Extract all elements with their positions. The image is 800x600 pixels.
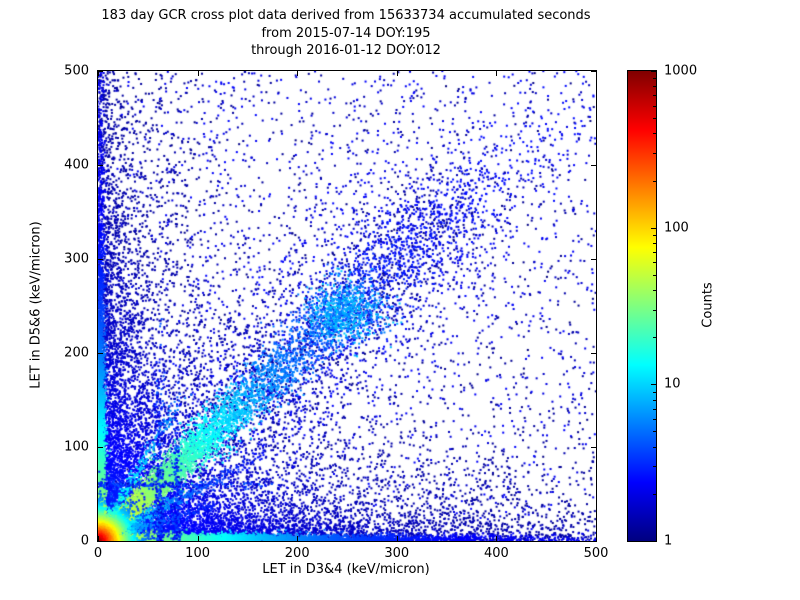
density-scatter-canvas [98,71,596,541]
y-tick-label: 100 [64,439,89,455]
colorbar-major-tick [651,71,656,72]
colorbar-major-tick [651,541,656,542]
colorbar-minor-tick [653,234,656,236]
y-tick-label: 200 [64,345,89,361]
y-major-tick [98,165,103,166]
y-tick-label: 400 [64,157,89,173]
colorbar-minor-tick [653,180,656,182]
x-major-tick [496,536,498,541]
colorbar-minor-tick [653,419,656,421]
plot-area: 0 100 200 300 400 500 0 100 200 300 400 500 [64,64,608,562]
x-major-tick-top [496,71,498,76]
colorbar-minor-tick [653,399,656,401]
x-tick-label: 200 [284,546,310,561]
colorbar-major-tick [651,384,656,386]
colorbar-minor-tick [653,105,656,107]
colorbar-minor-tick [653,118,656,120]
y-major-tick [98,353,103,354]
y-axis-label: LET in D5&6 (keV/micron) [28,221,44,389]
y-major-tick [98,259,103,260]
x-major-tick [396,536,398,541]
colorbar-label: Counts [700,282,716,328]
y-major-tick-right [591,447,596,448]
y-major-tick [98,71,103,72]
x-major-tick [596,536,597,541]
colorbar-minor-tick [653,95,656,97]
x-major-tick [98,536,99,541]
colorbar-minor-tick [653,274,656,276]
x-major-tick-top [197,71,199,76]
colorbar: 1000 100 10 1 [627,64,697,549]
y-major-tick-right [591,165,596,166]
chart-title-line-2: from 2015-07-14 DOY:195 [261,26,431,41]
x-major-tick-top [98,71,99,76]
x-tick-label: 400 [483,546,509,561]
x-major-tick [197,536,199,541]
x-tick-label: 0 [93,546,103,561]
colorbar-minor-tick [653,78,656,80]
y-major-tick-right [591,353,596,354]
colorbar-tick-label: 1 [664,533,673,549]
x-major-tick [297,536,299,541]
colorbar-minor-tick [653,446,656,448]
x-tick-label: 100 [185,546,211,561]
y-tick-label: 500 [64,63,89,79]
colorbar-minor-tick [653,251,656,253]
y-major-tick-right [591,541,596,542]
y-major-tick [98,541,103,542]
y-tick-label: 300 [64,251,89,267]
colorbar-minor-tick [653,242,656,244]
colorbar-minor-tick [653,493,656,495]
x-tick-label: 500 [583,546,609,561]
colorbar-minor-tick [653,431,656,433]
chart-title-line-3: through 2016-01-12 DOY:012 [251,43,441,58]
colorbar-minor-tick [653,290,656,291]
colorbar-minor-tick [653,133,656,135]
colorbar-major-tick [651,227,656,229]
colorbar-tick-label: 100 [664,220,689,236]
x-major-tick-top [396,71,398,76]
colorbar-minor-tick [653,309,656,311]
colorbar-minor-tick [653,86,656,88]
x-axis-label: LET in D3&4 (keV/micron) [262,562,430,577]
x-major-tick-top [297,71,299,76]
y-tick-label: 0 [80,533,89,549]
colorbar-minor-tick [653,262,656,264]
colorbar-minor-tick [653,466,656,468]
x-tick-label: 300 [384,546,410,561]
colorbar-tick-label: 10 [664,376,681,392]
y-major-tick-right [591,71,596,72]
y-major-tick [98,447,103,448]
y-major-tick-right [591,259,596,260]
chart-title-line-1: 183 day GCR cross plot data derived from… [101,8,591,23]
colorbar-minor-tick [653,408,656,410]
colorbar-minor-tick [653,337,656,339]
colorbar-gradient [628,71,656,541]
colorbar-minor-tick [653,152,656,154]
colorbar-minor-tick [653,391,656,393]
x-major-tick-top [596,71,597,76]
colorbar-tick-label: 1000 [664,63,698,79]
